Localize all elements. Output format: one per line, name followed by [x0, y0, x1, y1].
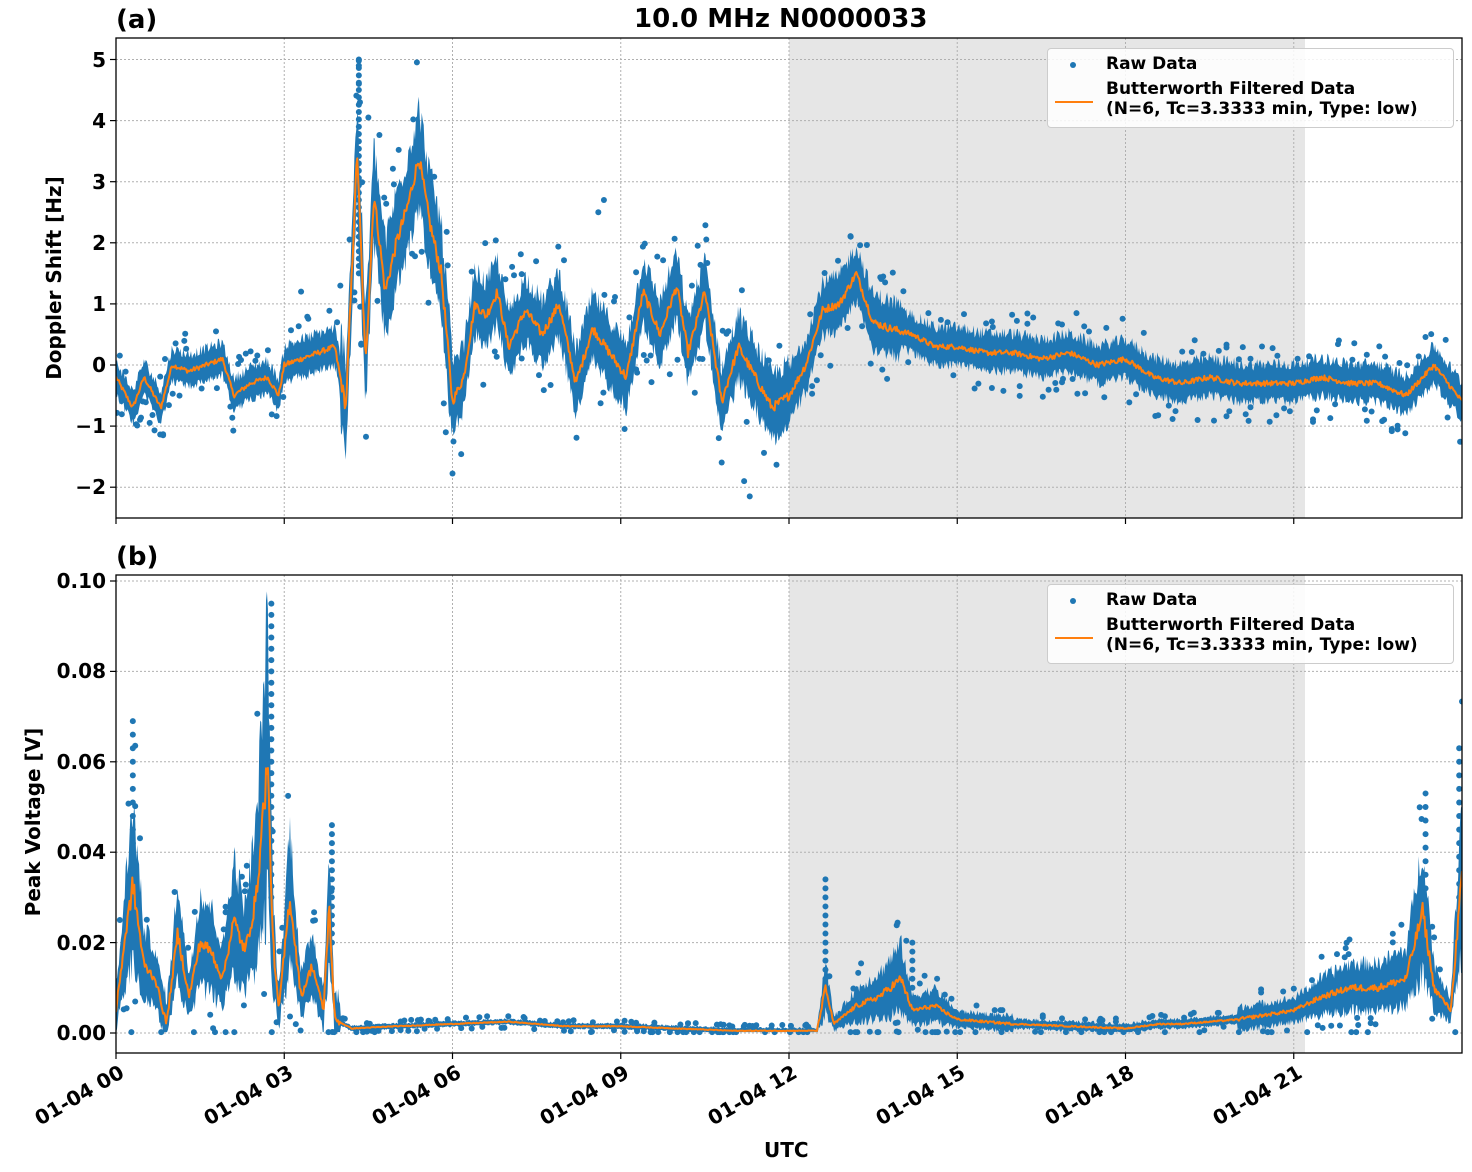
y-tick-label: 4 — [92, 109, 106, 133]
filtered-line-b — [116, 767, 1462, 1033]
chart-title: 10.0 MHz N0000033 — [634, 4, 928, 34]
raw-data-scatter-b — [116, 591, 1462, 1033]
filtered-line-a — [116, 157, 1462, 412]
x-axis-label: UTC — [764, 1138, 809, 1162]
y-tick-label: 0.10 — [56, 569, 106, 593]
raw-data-outliers-b — [116, 600, 1462, 1036]
legend-label-raw: Raw Data — [1106, 54, 1198, 74]
raw-data-marker-icon — [1070, 598, 1076, 604]
raw-data-marker-icon — [1070, 62, 1076, 68]
raw-data-scatter-a — [116, 96, 1462, 460]
legend-label-filtered-1: Butterworth Filtered Data — [1106, 79, 1356, 99]
y-tick-label: 0.08 — [56, 659, 106, 683]
filtered-line-marker-icon — [1055, 101, 1093, 103]
y-tick-label: 0.06 — [56, 750, 106, 774]
legend-label-filtered-1: Butterworth Filtered Data — [1106, 615, 1356, 635]
legend-label-filtered-2: (N=6, Tc=3.3333 min, Type: low) — [1106, 635, 1418, 655]
y-tick-label: 0.00 — [56, 1021, 106, 1045]
y-tick-label: −2 — [75, 475, 106, 499]
y-tick-label: 1 — [92, 292, 106, 316]
raw-data-outliers-a — [116, 56, 1462, 500]
filtered-line-marker-icon — [1055, 637, 1093, 639]
grid-b — [116, 575, 1462, 1053]
y-axis-label-a: Doppler Shift [Hz] — [42, 176, 66, 380]
y-tick-label: 3 — [92, 170, 106, 194]
y-tick-label: 2 — [92, 231, 106, 255]
ticks-b — [110, 580, 1295, 1059]
legend-b: Raw Data Butterworth Filtered Data (N=6,… — [1047, 584, 1454, 664]
y-tick-label: 5 — [92, 48, 106, 72]
legend-label-filtered-2: (N=6, Tc=3.3333 min, Type: low) — [1106, 99, 1418, 119]
y-axis-label-b: Peak Voltage [V] — [21, 727, 45, 917]
ticks-a — [110, 58, 1295, 524]
y-tick-label: 0.04 — [56, 840, 106, 864]
y-tick-label: 0.02 — [56, 931, 106, 955]
y-tick-label: 0 — [92, 353, 106, 377]
y-tick-label: −1 — [75, 414, 106, 438]
panel-b-label: (b) — [116, 542, 159, 572]
legend-label-raw: Raw Data — [1106, 590, 1198, 610]
legend-a: Raw Data Butterworth Filtered Data (N=6,… — [1047, 48, 1454, 128]
panel-a-label: (a) — [116, 5, 158, 35]
